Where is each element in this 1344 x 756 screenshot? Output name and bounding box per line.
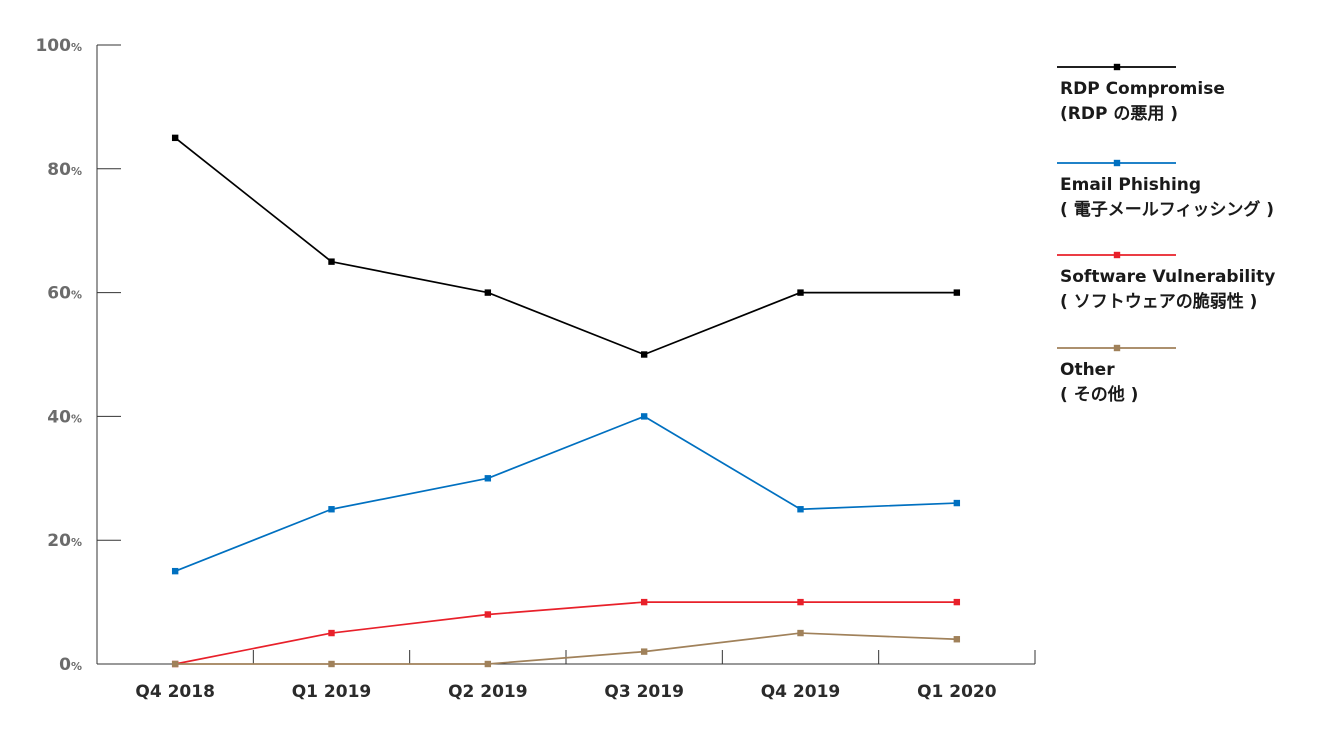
series-2	[171, 413, 961, 575]
y-tick-label: 100%	[35, 36, 82, 56]
y-axis-ticks: 0% 20% 40% 60% 80% 100%	[35, 36, 121, 675]
series-line	[175, 632, 957, 665]
legend-label: Email Phishing	[1060, 175, 1201, 195]
data-point	[953, 499, 961, 507]
legend-swatch-marker	[1113, 344, 1121, 352]
data-point	[328, 258, 335, 265]
data-point	[797, 289, 804, 296]
data-point	[484, 289, 492, 296]
legend-label: RDP Compromise	[1060, 79, 1225, 99]
series-1	[171, 134, 961, 358]
legend-item: Other ( その他 )	[1057, 344, 1176, 405]
x-tick-label: Q1 2020	[917, 682, 997, 702]
data-point	[171, 567, 179, 575]
series-layer	[171, 134, 961, 668]
legend-item: Software Vulnerability ( ソフトウェアの脆弱性 )	[1057, 251, 1275, 312]
x-tick-label: Q3 2019	[604, 682, 684, 702]
legend-label-ja: ( 電子メールフィッシング )	[1060, 199, 1274, 220]
legend-swatch-marker	[1113, 251, 1121, 259]
x-axis-ticks: Q4 2018 Q1 2019 Q2 2019 Q3 2019 Q4 2019 Q1 20…	[135, 650, 1036, 702]
series-line	[175, 601, 957, 665]
legend-label: Other	[1060, 360, 1115, 380]
data-point	[328, 506, 335, 513]
y-tick-label: 20%	[47, 531, 82, 551]
x-tick-label: Q1 2019	[292, 682, 372, 702]
data-point	[171, 660, 179, 668]
data-point	[171, 134, 179, 142]
legend-label-ja: (RDP の悪用 )	[1060, 104, 1178, 124]
series-line	[174, 415, 957, 572]
data-point	[640, 413, 648, 420]
data-point	[797, 598, 804, 606]
data-point	[328, 660, 335, 668]
y-tick-label: 40%	[47, 407, 82, 427]
legend-item: RDP Compromise (RDP の悪用 )	[1057, 63, 1225, 124]
data-point	[484, 475, 492, 482]
x-tick-label: Q4 2018	[135, 682, 215, 702]
y-tick-label: 60%	[47, 284, 82, 304]
data-point	[953, 598, 961, 606]
data-point	[797, 506, 804, 513]
series-line	[174, 137, 957, 356]
x-tick-label: Q2 2019	[448, 682, 528, 702]
data-point	[640, 648, 648, 655]
data-point	[640, 351, 648, 358]
legend-label: Software Vulnerability	[1060, 267, 1275, 287]
y-tick-label: 0%	[59, 655, 82, 675]
legend-swatch-marker	[1113, 159, 1121, 167]
data-point	[484, 611, 492, 618]
data-point	[484, 660, 492, 668]
data-point	[640, 598, 648, 606]
data-point	[953, 636, 961, 643]
legend: RDP Compromise (RDP の悪用 ) Email Phishing ( …	[1057, 63, 1275, 405]
axes	[96, 45, 1035, 665]
y-tick-label: 80%	[47, 160, 82, 180]
legend-label-ja: ( ソフトウェアの脆弱性 )	[1060, 291, 1257, 312]
series-4	[171, 629, 961, 668]
data-point	[797, 629, 804, 637]
legend-swatch-marker	[1113, 63, 1121, 71]
legend-item: Email Phishing ( 電子メールフィッシング )	[1057, 159, 1274, 220]
legend-label-ja: ( その他 )	[1060, 384, 1138, 405]
data-point	[953, 289, 961, 296]
data-point	[328, 629, 335, 637]
x-tick-label: Q4 2019	[761, 682, 841, 702]
